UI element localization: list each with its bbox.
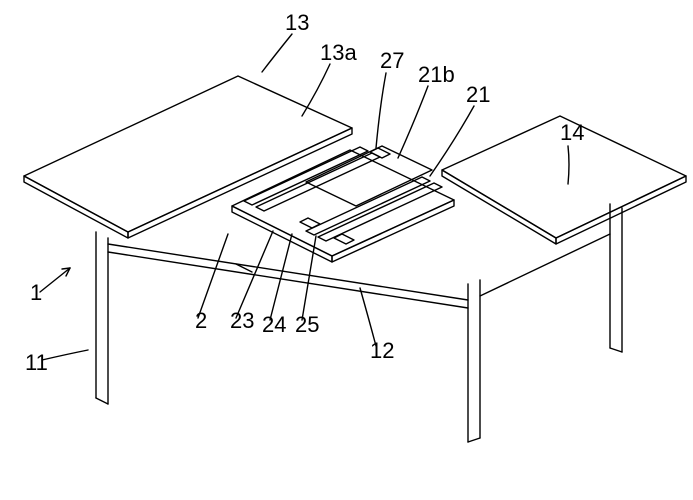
leader-P23	[236, 231, 273, 318]
part-leg_FR_c	[468, 438, 480, 442]
part-rail2	[256, 153, 380, 211]
label-L1: 1	[30, 280, 42, 305]
part-apron_front2	[108, 252, 468, 308]
label-L13: 13	[285, 10, 309, 35]
label-L23: 23	[230, 308, 254, 333]
leader-P14	[568, 146, 569, 184]
part-leg_BR_c	[610, 348, 622, 352]
leader-P24	[270, 234, 292, 320]
leader-P2	[198, 234, 228, 318]
leader-P11	[42, 350, 88, 360]
label-L21: 21	[466, 82, 490, 107]
leader-P21b	[398, 86, 428, 158]
part-apron_rside	[480, 234, 610, 296]
part-rail4	[318, 183, 442, 241]
leader-P13a	[302, 64, 330, 116]
part-right_panel_side	[556, 176, 686, 244]
label-L2: 2	[195, 308, 207, 333]
part-left_panel_side	[128, 128, 352, 238]
label-L14: 14	[560, 120, 584, 145]
label-L11: 11	[25, 350, 48, 375]
label-L12: 12	[370, 338, 394, 363]
part-right_panel_front	[442, 170, 556, 244]
leader-ARROW1	[40, 268, 70, 292]
part-left_panel_front	[24, 176, 128, 238]
part-leg_FL_c	[96, 398, 108, 404]
label-L13a: 13a	[320, 40, 357, 65]
leader-P13	[262, 34, 292, 72]
label-L25: 25	[295, 312, 319, 337]
label-L24: 24	[262, 312, 286, 337]
label-L27: 27	[380, 48, 404, 73]
label-L21b: 21b	[418, 62, 455, 87]
leader-P27	[376, 73, 386, 148]
